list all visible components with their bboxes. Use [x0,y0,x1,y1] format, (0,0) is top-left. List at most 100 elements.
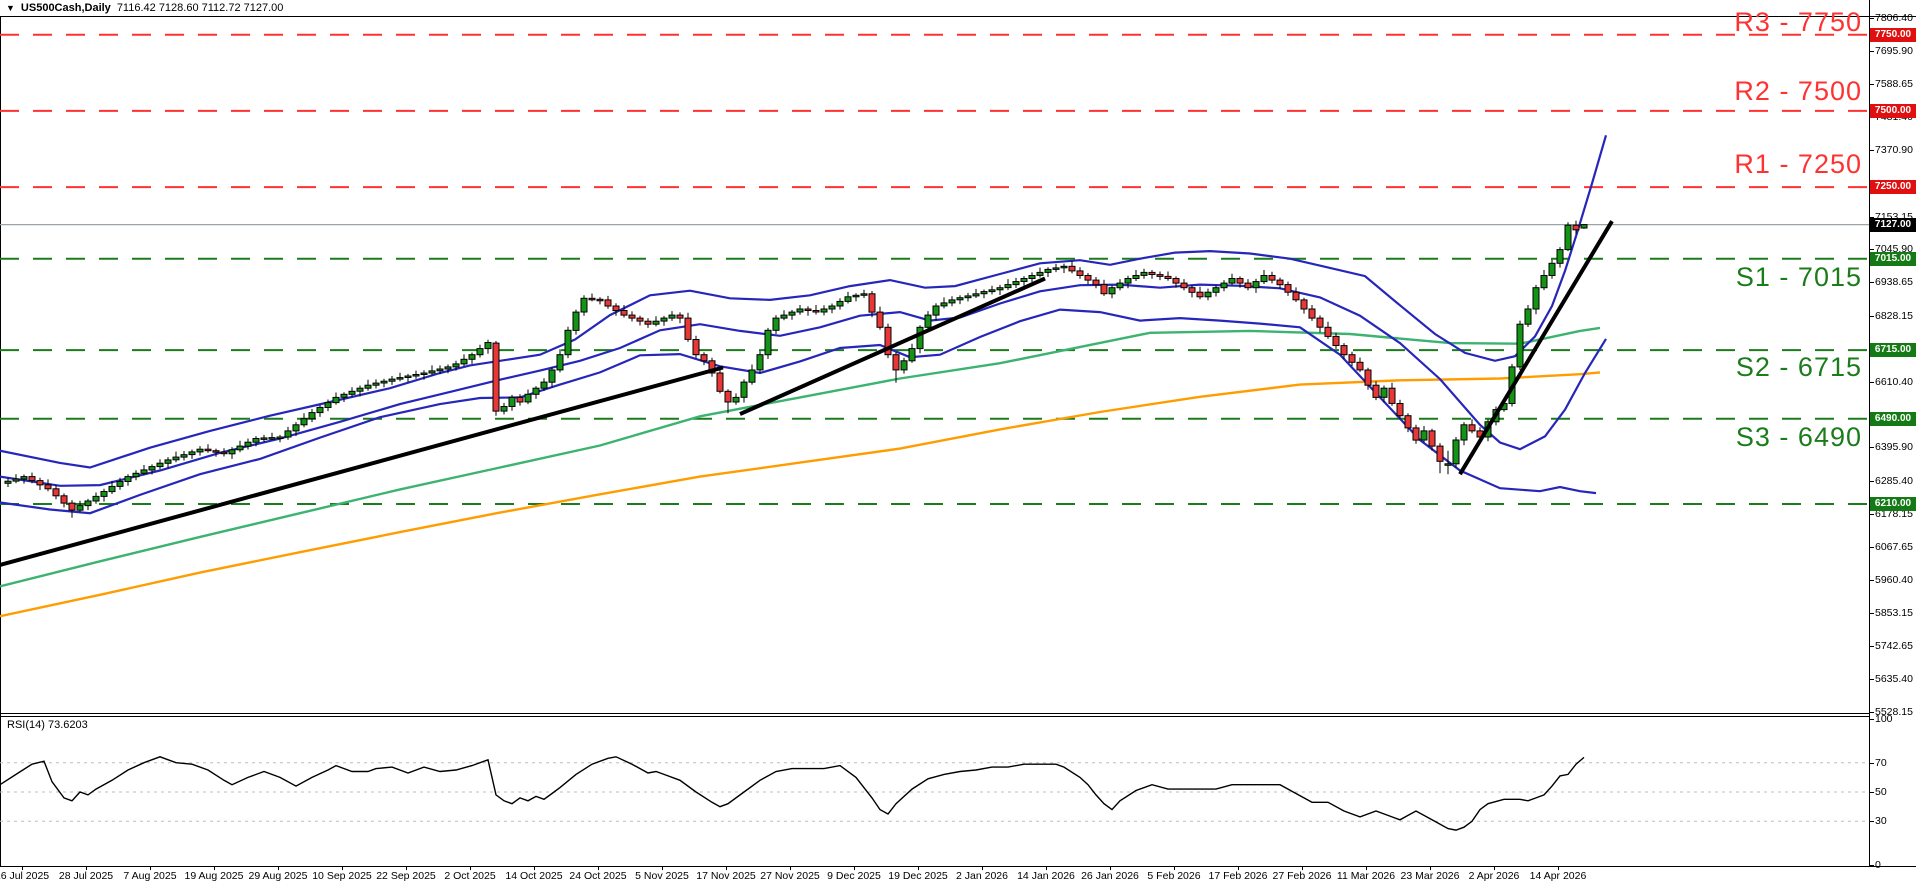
candle-body-bull [412,374,420,377]
time-axis-tick [470,866,471,870]
candle-body-bull [452,363,460,368]
price-axis-tick [1870,382,1874,383]
time-axis-label: 10 Sep 2025 [312,870,372,882]
trendline-1[interactable] [0,365,724,567]
candle-body-bull [140,469,148,474]
candle-body-bull [1052,267,1060,270]
rsi-line [0,756,1585,831]
candle-body-bull [1460,424,1468,441]
time-axis-tick [1494,866,1495,870]
candle-body-bull [1124,278,1132,284]
candle-body-bear [1276,279,1284,286]
candle-body-bull [132,472,140,478]
candle-body-bull [1260,275,1268,283]
candle-body-bull [316,406,324,414]
candle-body-bull [164,459,172,464]
candle-body-bull [1204,291,1212,298]
candle-body-bull [1564,224,1572,251]
candle-body-bull [996,287,1004,291]
candle-body-bull [1380,387,1388,398]
time-axis-tick [662,866,663,870]
candle-body-bull [1044,268,1052,273]
trendline-3[interactable] [1458,220,1614,476]
chart-left-border [0,16,1,866]
time-axis-label: 9 Dec 2025 [827,870,881,882]
slow-ma-line [0,371,1601,618]
price-axis[interactable]: 7806.407695.907588.657481.407370.907153.… [1870,0,1916,871]
candle-body-bear [692,339,700,356]
candle-body-bull [564,329,572,356]
ohlc-readout: 7116.42 7128.60 7112.72 7127.00 [116,2,284,14]
candle-body-bull [540,381,548,389]
candle-body-bear [1316,317,1324,328]
candle-body-bear [708,360,716,374]
time-axis-tick [1110,866,1111,870]
candle-body-bear [716,372,724,392]
price-chart-canvas[interactable] [0,0,1869,714]
candle-body-bull [1524,308,1532,325]
candle-body-bull [508,396,516,407]
candle-body-bull [1116,282,1124,289]
indicator-separator[interactable] [0,713,1869,714]
price-axis-tick [1870,282,1874,283]
time-axis-tick [1238,866,1239,870]
candle-body-bull [476,348,484,356]
candle-body-bear [1340,345,1348,356]
time-axis-label: 19 Aug 2025 [184,870,244,882]
time-axis-label: 27 Nov 2025 [760,870,820,882]
candle-body-bear [1068,265,1076,272]
candle-body-bear [676,314,684,319]
candle-body-bull [916,326,924,350]
candle-body-bull [428,370,436,374]
price-tag-support-6210: 6210.00 [1870,497,1916,511]
time-axis-label: 23 Mar 2026 [1400,870,1460,882]
candle-body-bear [588,297,596,301]
price-tag-resistance-R2: 7500.00 [1870,104,1916,118]
time-axis-label: 7 Aug 2025 [123,870,177,882]
price-axis-tick-label: 6395.90 [1875,441,1913,453]
candle-body-bear [1284,284,1292,293]
candle-body-bear [60,495,68,504]
time-axis-tick [1430,866,1431,870]
trendline-2[interactable] [739,276,1046,416]
symbol-period-label: US500Cash,Daily [20,2,111,14]
candle-body-bull [788,311,796,316]
rsi-axis-tick [1870,719,1874,720]
time-axis-tick [1558,866,1559,870]
price-axis-tick-label: 5960.40 [1875,574,1913,586]
time-axis-label: 17 Feb 2026 [1208,870,1268,882]
candle-body-bull [1060,265,1068,269]
time-axis-label: 28 Jul 2025 [58,870,114,882]
candle-body-bear [1396,403,1404,417]
chart-title: ▼ US500Cash,Daily 7116.42 7128.60 7112.7… [6,2,283,14]
price-axis-tick [1870,84,1874,85]
candle-body-bull [100,491,108,497]
candle-body-bear [1308,308,1316,319]
price-axis-tick-label: 6938.65 [1875,276,1913,288]
time-axis[interactable]: 16 Jul 2025 28 Jul 2025 7 Aug 2025 19 Aug 2… [0,866,1916,888]
candle-body-bull [748,369,756,383]
symbol-dropdown-icon[interactable]: ▼ [6,3,15,13]
candle-body-bull [268,437,276,440]
time-axis-label: 5 Feb 2026 [1147,870,1201,882]
price-tag-support-S2: 6715.00 [1870,343,1916,357]
candle-body-bull [300,418,308,426]
candle-body-bull [1028,275,1036,279]
time-axis-label: 27 Feb 2026 [1272,870,1332,882]
candle-body-bull [820,308,828,313]
rsi-axis-tick [1870,821,1874,822]
candle-body-bear [876,311,884,328]
price-axis-tick-label: 6285.40 [1875,475,1913,487]
candle-body-bear [1172,278,1180,284]
rsi-indicator-canvas[interactable] [0,716,1869,866]
candle-body-bear [884,326,892,356]
candle-body-bear [212,450,220,453]
candle-body-bear [700,354,708,362]
candle-body-bull [388,378,396,382]
time-axis-tick [726,866,727,870]
candle-body-bear [492,342,500,412]
time-axis-label: 2 Oct 2025 [444,870,496,882]
time-axis-tick [278,866,279,870]
time-axis-tick [342,866,343,870]
candle-body-bull [1452,439,1460,465]
